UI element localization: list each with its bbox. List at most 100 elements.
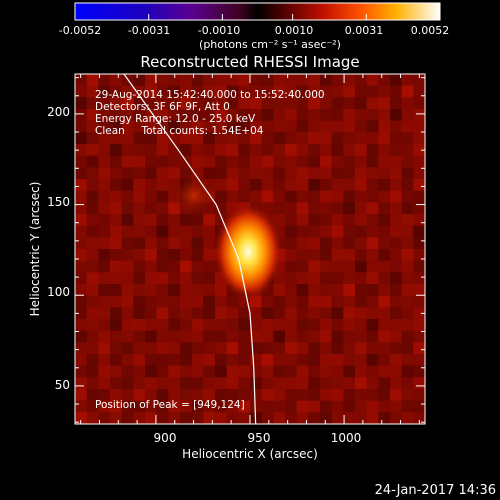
image-pixel: [343, 237, 356, 250]
image-pixel: [273, 179, 286, 192]
image-pixel: [250, 330, 263, 343]
image-pixel: [296, 307, 309, 320]
image-pixel: [261, 179, 274, 192]
image-pixel: [168, 167, 181, 180]
image-pixel: [296, 109, 309, 122]
image-pixel: [180, 272, 193, 285]
image-pixel: [75, 109, 88, 122]
image-pixel: [110, 132, 123, 145]
image-pixel: [215, 85, 228, 98]
image-pixel: [86, 342, 99, 355]
image-pixel: [180, 225, 193, 238]
image-pixel: [168, 109, 181, 122]
y-tick-label: 200: [47, 105, 70, 119]
image-pixel: [285, 400, 298, 413]
image-pixel: [98, 307, 111, 320]
image-pixel: [133, 85, 146, 98]
energy-range-label: Energy Range: 12.0 - 25.0 keV: [95, 113, 256, 125]
image-pixel: [86, 85, 99, 98]
image-pixel: [413, 377, 425, 390]
image-pixel: [121, 202, 134, 215]
image-pixel: [121, 260, 134, 273]
image-pixel: [331, 284, 344, 297]
x-tick-label: 950: [248, 431, 271, 445]
image-pixel: [168, 120, 181, 133]
image-pixel: [296, 377, 309, 390]
image-pixel: [215, 120, 228, 133]
image-pixel: [86, 167, 99, 180]
image-pixel: [191, 377, 204, 390]
image-pixel: [110, 389, 123, 402]
image-pixel: [296, 400, 309, 413]
image-pixel: [203, 109, 216, 122]
image-pixel: [273, 412, 286, 424]
image-pixel: [285, 295, 298, 308]
image-pixel: [331, 132, 344, 145]
image-pixel: [98, 155, 111, 168]
image-pixel: [215, 97, 228, 110]
image-pixel: [168, 342, 181, 355]
image-pixel: [203, 214, 216, 227]
image-pixel: [98, 284, 111, 297]
image-pixel: [355, 295, 368, 308]
image-pixel: [331, 389, 344, 402]
image-pixel: [378, 179, 391, 192]
image-pixel: [331, 295, 344, 308]
image-pixel: [191, 400, 204, 413]
image-pixel: [98, 260, 111, 273]
peak-position-label: Position of Peak = [949,124]: [95, 399, 245, 411]
image-pixel: [226, 120, 239, 133]
image-pixel: [156, 319, 169, 332]
image-pixel: [86, 284, 99, 297]
image-pixel: [366, 97, 379, 110]
image-pixel: [215, 319, 228, 332]
image-pixel: [366, 190, 379, 203]
image-pixel: [238, 365, 251, 378]
image-pixel: [180, 284, 193, 297]
image-pixel: [191, 319, 204, 332]
image-pixel: [145, 330, 158, 343]
image-pixel: [145, 354, 158, 367]
image-pixel: [413, 319, 425, 332]
image-pixel: [413, 365, 425, 378]
image-pixel: [343, 295, 356, 308]
image-pixel: [366, 365, 379, 378]
image-pixel: [378, 237, 391, 250]
image-pixel: [320, 97, 333, 110]
image-pixel: [156, 400, 169, 413]
image-pixel: [238, 319, 251, 332]
image-pixel: [355, 74, 368, 87]
image-pixel: [98, 249, 111, 262]
image-pixel: [121, 249, 134, 262]
image-pixel: [296, 85, 309, 98]
image-pixel: [110, 190, 123, 203]
image-pixel: [308, 389, 321, 402]
image-pixel: [133, 330, 146, 343]
image-pixel: [273, 377, 286, 390]
image-texture: [75, 74, 425, 424]
image-pixel: [75, 412, 88, 424]
image-pixel: [331, 330, 344, 343]
image-pixel: [168, 307, 181, 320]
image-pixel: [145, 109, 158, 122]
image-pixel: [413, 354, 425, 367]
image-pixel: [285, 109, 298, 122]
image-pixel: [320, 225, 333, 238]
image-pixel: [273, 97, 286, 110]
image-pixel: [296, 330, 309, 343]
image-pixel: [180, 412, 193, 424]
image-pixel: [110, 307, 123, 320]
image-pixel: [320, 284, 333, 297]
image-pixel: [273, 85, 286, 98]
image-pixel: [121, 225, 134, 238]
image-pixel: [168, 389, 181, 402]
image-pixel: [250, 97, 263, 110]
image-pixel: [343, 144, 356, 157]
image-pixel: [250, 190, 263, 203]
image-pixel: [191, 237, 204, 250]
image-pixel: [180, 109, 193, 122]
image-pixel: [355, 319, 368, 332]
image-pixel: [285, 85, 298, 98]
image-pixel: [156, 272, 169, 285]
image-pixel: [366, 330, 379, 343]
